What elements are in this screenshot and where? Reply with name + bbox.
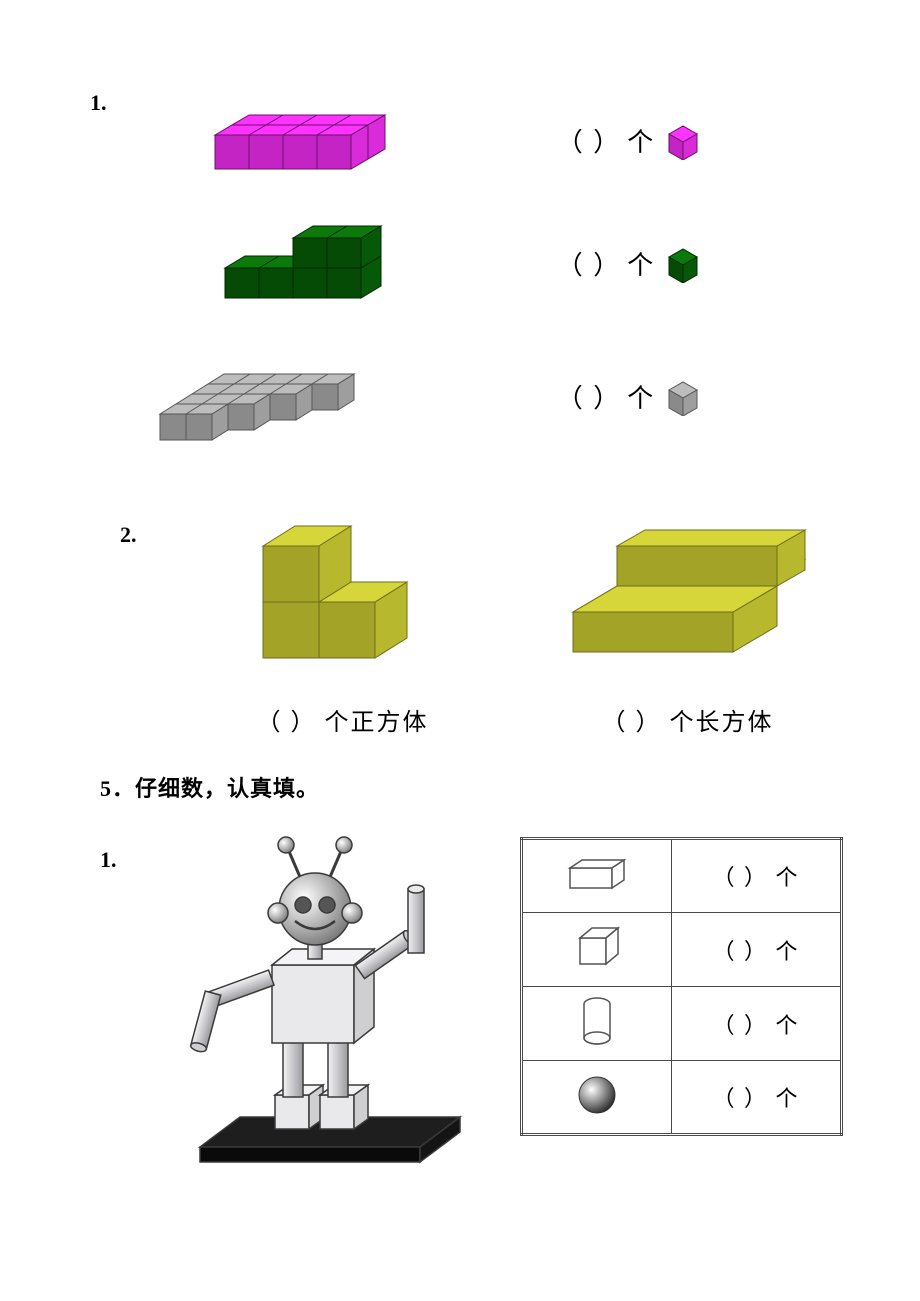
grey-cube-icon <box>663 376 703 416</box>
green-l-figure <box>205 208 415 318</box>
grey-staircase-figure <box>150 336 410 456</box>
blank-paren-cuboid[interactable]: （ ） <box>602 710 662 736</box>
label-cube: 个正方体 <box>325 710 429 736</box>
sec5-sub-number: 1. <box>100 817 150 873</box>
cuboid-icon <box>562 854 632 894</box>
magenta-cube-icon <box>663 120 703 160</box>
q1-number: 1. <box>90 90 150 474</box>
magenta-cuboid-figure <box>195 90 425 190</box>
table-blank-2[interactable]: （ ） <box>712 939 768 964</box>
table-unit-4: 个 <box>776 1086 800 1111</box>
unit-text-1: 个 <box>627 122 653 159</box>
blank-paren-cube[interactable]: （ ） <box>257 710 317 736</box>
table-unit-3: 个 <box>776 1013 800 1038</box>
robot-figure <box>150 817 490 1177</box>
cylinder-icon <box>577 994 617 1048</box>
table-unit-1: 个 <box>776 865 800 890</box>
sphere-icon <box>572 1070 622 1120</box>
section5-title: 5．仔细数，认真填。 <box>100 771 860 803</box>
shape-count-table: （ ） 个 （ ） 个 <box>520 837 843 1136</box>
blank-paren-1[interactable]: （ ） <box>557 122 622 159</box>
q2-number: 2. <box>90 502 170 737</box>
yellow-cuboids-figure <box>553 502 823 682</box>
blank-paren-3[interactable]: （ ） <box>557 378 622 415</box>
label-cuboid: 个长方体 <box>670 710 774 736</box>
unit-text-3: 个 <box>627 378 653 415</box>
table-unit-2: 个 <box>776 939 800 964</box>
table-blank-1[interactable]: （ ） <box>712 865 768 890</box>
green-cube-icon <box>663 243 703 283</box>
unit-text-2: 个 <box>627 245 653 282</box>
table-blank-3[interactable]: （ ） <box>712 1013 768 1038</box>
cube-icon <box>572 922 622 972</box>
yellow-cubes-figure <box>243 502 443 682</box>
blank-paren-2[interactable]: （ ） <box>557 245 622 282</box>
table-blank-4[interactable]: （ ） <box>712 1086 768 1111</box>
